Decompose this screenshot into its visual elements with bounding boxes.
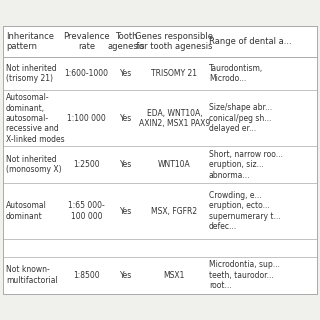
Text: Yes: Yes — [120, 271, 132, 280]
Text: Short, narrow roo...
eruption, siz...
abnorma...: Short, narrow roo... eruption, siz... ab… — [209, 150, 283, 180]
Text: 1:8500: 1:8500 — [73, 271, 100, 280]
Text: WNT10A: WNT10A — [158, 160, 191, 169]
Text: Yes: Yes — [120, 160, 132, 169]
Text: 1:2500: 1:2500 — [73, 160, 100, 169]
Text: EDA, WNT10A,
AXIN2, MSX1 PAX9: EDA, WNT10A, AXIN2, MSX1 PAX9 — [139, 109, 210, 128]
Text: MSX, FGFR2: MSX, FGFR2 — [151, 207, 197, 216]
Text: MSX1: MSX1 — [164, 271, 185, 280]
Text: Inheritance
pattern: Inheritance pattern — [6, 32, 54, 51]
Text: 1:65 000-
100 000: 1:65 000- 100 000 — [68, 202, 105, 221]
Text: Not inherited
(trisomy 21): Not inherited (trisomy 21) — [6, 64, 56, 83]
Text: Autosomal
dominant: Autosomal dominant — [6, 202, 47, 221]
Text: Range of dental a...: Range of dental a... — [209, 37, 292, 46]
Text: Prevalence
rate: Prevalence rate — [63, 32, 110, 51]
Text: Not known-
multifactorial: Not known- multifactorial — [6, 266, 58, 285]
Text: TRISOMY 21: TRISOMY 21 — [151, 69, 197, 78]
Text: Size/shape abr...
conical/peg sh...
delayed er...: Size/shape abr... conical/peg sh... dela… — [209, 103, 272, 133]
Text: Microdontia, sup...
teeth, taurodor...
root...: Microdontia, sup... teeth, taurodor... r… — [209, 260, 280, 290]
Text: Yes: Yes — [120, 69, 132, 78]
Bar — [3, 27, 317, 294]
Text: Yes: Yes — [120, 207, 132, 216]
Text: Not inherited
(monosomy X): Not inherited (monosomy X) — [6, 155, 61, 174]
Text: Taurodontism,
Microdo...: Taurodontism, Microdo... — [209, 64, 263, 83]
Text: Yes: Yes — [120, 114, 132, 123]
Text: Genes responsible
for tooth agenesis: Genes responsible for tooth agenesis — [135, 32, 213, 51]
Text: 1:100 000: 1:100 000 — [67, 114, 106, 123]
Text: 1:600-1000: 1:600-1000 — [64, 69, 108, 78]
Text: Crowding, e...
eruption, ecto...
supernumerary t...
defec...: Crowding, e... eruption, ecto... supernu… — [209, 191, 281, 231]
Text: Autosomal-
dominant,
autosomal-
recessive and
X-linked modes: Autosomal- dominant, autosomal- recessiv… — [6, 93, 64, 144]
Text: Tooth
agenesis: Tooth agenesis — [108, 32, 145, 51]
